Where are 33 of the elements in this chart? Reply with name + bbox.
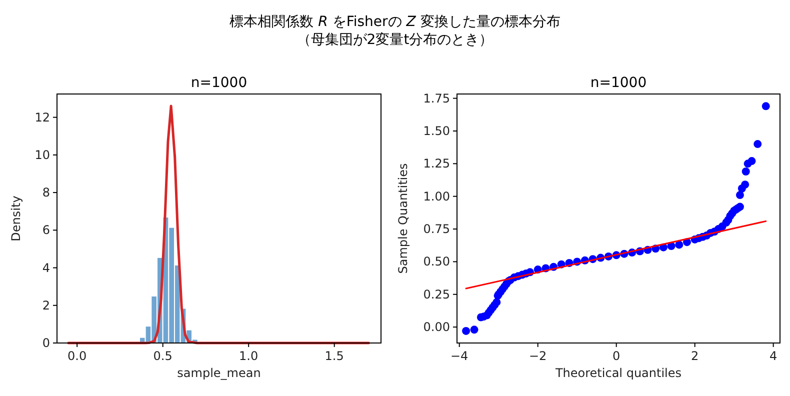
y-tick-label: 0.50: [423, 254, 450, 269]
y-tick-label: 2: [42, 298, 50, 312]
y-tick-label: 0.25: [423, 287, 450, 302]
chart-title: n=1000: [590, 75, 647, 91]
chart-title: n=1000: [190, 75, 248, 91]
y-axis-title: Density: [9, 196, 23, 242]
x-tick-label: 4: [770, 349, 778, 363]
y-tick-label: 0.75: [423, 222, 450, 236]
y-tick-label: 1.75: [423, 91, 450, 106]
y-tick-label: 1.50: [423, 124, 450, 138]
x-tick-label: 0.5: [153, 349, 172, 363]
y-tick-label: 10: [34, 148, 50, 162]
y-tick-label: 0.00: [423, 320, 450, 334]
text: （母集団が2変量t分布のとき）: [296, 32, 494, 48]
x-tick-label: 0: [612, 349, 620, 363]
x-tick-label: 2: [691, 349, 699, 363]
line-series: [67, 104, 370, 344]
x-tick-label: −4: [450, 349, 468, 363]
x-axis-title: sample_mean: [177, 366, 261, 380]
y-tick-label: 6: [42, 223, 50, 238]
y-tick-label: 1.00: [423, 189, 450, 204]
x-axis-title: Theoretical quantiles: [554, 366, 682, 380]
y-axis-title: Sample Quantities: [396, 163, 410, 274]
y-tick-label: 1.25: [423, 156, 450, 171]
y-tick-label: 12: [34, 110, 50, 124]
y-tick-label: 8: [42, 186, 50, 200]
text: 標本相関係数 R をFisherの Z 変換した量の標本分布: [230, 14, 560, 30]
y-tick-label: 4: [42, 260, 50, 275]
x-tick-label: 1.0: [239, 349, 258, 363]
x-tick-label: −2: [528, 349, 547, 363]
y-tick-label: 0: [42, 336, 50, 350]
x-tick-label: 0.0: [68, 349, 87, 363]
x-tick-label: 1.5: [324, 349, 344, 363]
